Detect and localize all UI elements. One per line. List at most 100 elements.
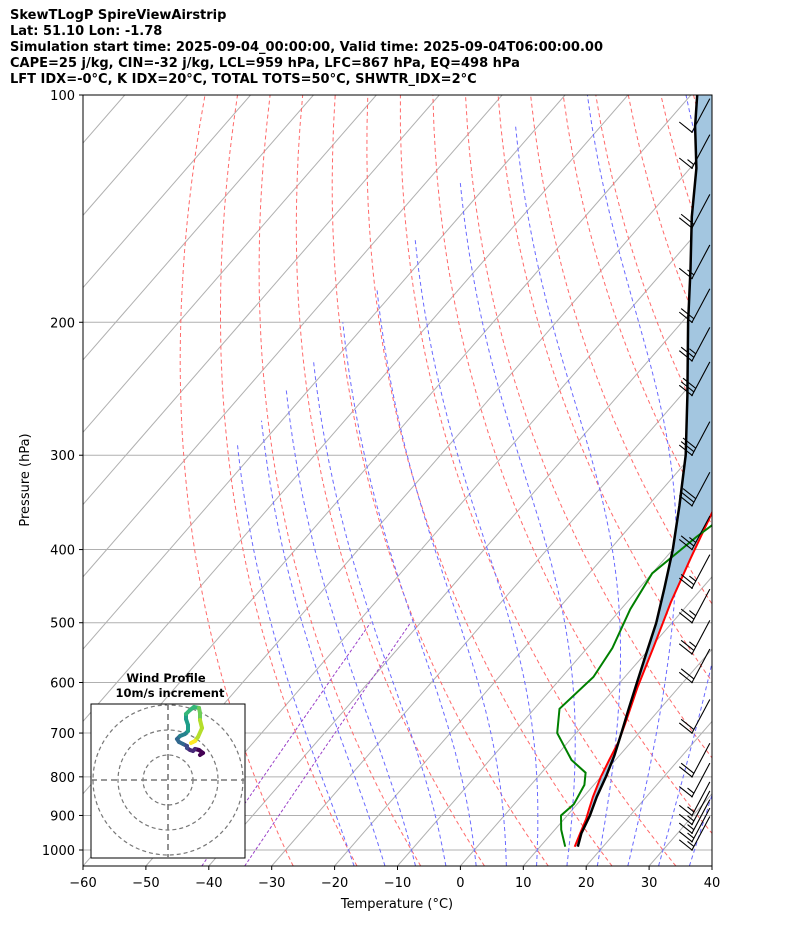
indices-line-1: CAPE=25 j/kg, CIN=-32 j/kg, LCL=959 hPa,…: [10, 56, 520, 71]
wind-barb: [678, 799, 711, 834]
wind-barb-flag: [678, 311, 693, 323]
wind-barb-flag: [680, 346, 695, 358]
moist-adiabat-line: [414, 238, 539, 866]
wind-barb-shaft: [691, 781, 711, 816]
wind-barb-shaft: [691, 554, 711, 589]
moist-adiabat-line: [515, 126, 621, 866]
dry-adiabat-line: [399, 95, 677, 866]
wind-barb-flag: [678, 217, 693, 229]
parcel-line: [576, 95, 699, 848]
dry-adiabat-line: [497, 95, 712, 683]
wind-barb: [678, 620, 711, 655]
hodograph-title: Wind Profile: [126, 671, 206, 685]
wind-barb: [678, 288, 711, 324]
dewpoint-line: [556, 524, 712, 847]
dry-adiabat-line: [258, 95, 422, 866]
wind-barb-flag: [682, 377, 697, 389]
wind-barb-flag: [680, 574, 695, 586]
wind-barb-shaft: [691, 807, 711, 842]
x-tick-label: 0: [456, 876, 464, 891]
wind-barb-flag: [680, 668, 695, 680]
wind-barb: [678, 327, 711, 362]
isotherm-line: [585, 720, 712, 866]
chart-header: SkewTLogP SpireViewAirstrip Lat: 51.10 L…: [10, 8, 603, 88]
wind-barb-shaft: [691, 648, 711, 683]
y-tick-label: 700: [50, 727, 75, 742]
dry-adiabat-line: [530, 95, 712, 605]
y-tick-label: 1000: [42, 844, 75, 859]
moist-adiabat-line: [459, 180, 576, 866]
wind-barb: [678, 515, 711, 551]
wind-barb-shaft: [691, 327, 711, 362]
isotherm-line: [83, 95, 629, 723]
wind-barb-shaft: [691, 620, 711, 655]
wind-barb-flag: [682, 488, 697, 500]
x-tick-label: 20: [578, 876, 595, 891]
wind-barb-flag: [678, 157, 693, 169]
wind-barb-shaft: [691, 515, 711, 550]
wind-barb-shaft: [691, 134, 711, 169]
moist-adiabat-line: [342, 322, 477, 866]
temperature-line: [573, 510, 712, 848]
wind-barb-halfflag: [687, 806, 695, 813]
isotherm-line: [83, 95, 440, 506]
wind-barb-halfflag: [689, 575, 697, 582]
wind-barb-flag: [678, 671, 693, 683]
wind-barb-flag: [678, 538, 693, 550]
y-tick-label: 100: [50, 89, 75, 104]
wind-barb-shaft: [691, 743, 711, 778]
wind-barb-shaft: [691, 790, 711, 825]
wind-barb-flag: [678, 722, 693, 734]
wind-barb-flag: [680, 491, 695, 503]
wind-barb-halfflag: [687, 832, 695, 839]
wind-barb-halfflag: [687, 815, 695, 822]
wind-barb: [678, 781, 711, 817]
moist-adiabat-line: [313, 360, 447, 866]
moist-adiabat-line: [688, 793, 712, 866]
wind-barb-flag: [678, 643, 693, 655]
x-tick-label: 10: [515, 876, 532, 891]
moist-adiabat-line: [261, 420, 386, 866]
y-tick-label: 900: [50, 809, 75, 824]
isotherm-line: [648, 792, 712, 866]
y-tick-label: 200: [50, 316, 75, 331]
isotherm-line: [271, 359, 712, 866]
x-tick-label: 40: [704, 876, 721, 891]
wind-barb-flag: [678, 577, 693, 589]
wind-barb: [678, 98, 711, 133]
wind-barb: [678, 421, 711, 457]
wind-barb: [678, 361, 711, 397]
dry-adiabat-line: [179, 95, 294, 866]
wind-barb-shaft: [691, 762, 711, 797]
isotherm-line: [208, 286, 712, 866]
wind-barb-flag: [678, 384, 693, 396]
wind-barb: [678, 244, 711, 280]
wind-barb-flag: [678, 813, 693, 825]
mixing-ratio-line: [244, 622, 411, 866]
x-tick-label: −40: [195, 876, 222, 891]
y-tick-label: 300: [50, 449, 75, 464]
dry-adiabat-line: [562, 95, 712, 526]
dry-adiabat-line: [465, 95, 712, 759]
wind-barb-halfflag: [689, 641, 697, 648]
wind-barb-halfflag: [687, 824, 695, 831]
moist-adiabat-line: [658, 95, 712, 866]
location-line: Lat: 51.10 Lon: -1.78: [10, 24, 163, 39]
wind-barb-flag: [678, 766, 693, 778]
isotherm-line: [397, 503, 712, 866]
isotherm-line: [83, 95, 314, 361]
isotherm-line: [334, 431, 712, 866]
wind-barb-flag: [678, 822, 693, 834]
isotherm-line: [83, 95, 566, 650]
moist-adiabat-line: [720, 95, 794, 866]
isotherm-line: [83, 95, 251, 289]
wind-barb-shaft: [691, 361, 711, 396]
wind-barb-flag: [680, 441, 695, 453]
wind-barb: [678, 588, 711, 624]
y-tick-label: 400: [50, 544, 75, 559]
wind-barb: [678, 762, 711, 798]
wind-barb-shaft: [691, 799, 711, 834]
wind-barb-flag: [678, 267, 693, 279]
wind-barb-halfflag: [687, 787, 695, 794]
wind-barb: [678, 194, 711, 229]
